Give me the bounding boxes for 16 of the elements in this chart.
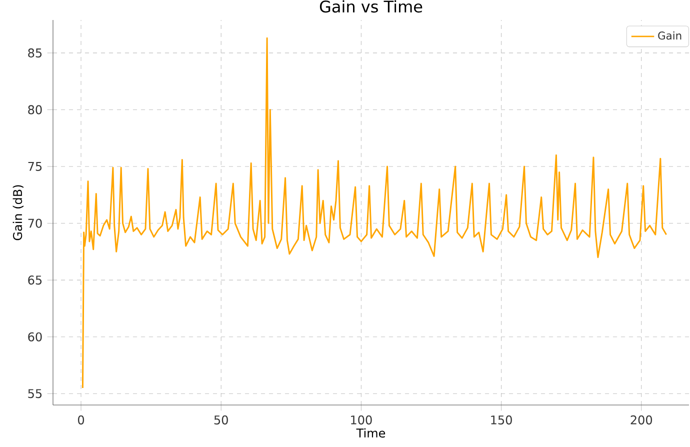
y-tick-label: 55 xyxy=(28,389,42,398)
x-tick-label: 50 xyxy=(214,415,228,424)
x-axis-title: Time xyxy=(356,428,386,438)
y-tick-label: 80 xyxy=(28,105,42,114)
chart-title: Gain vs Time xyxy=(320,0,422,13)
y-tick-label: 85 xyxy=(28,48,42,58)
x-tick-label: 200 xyxy=(630,415,652,424)
y-axis-title: Gain (dB) xyxy=(12,185,24,240)
y-tick-label: 70 xyxy=(28,218,42,228)
y-tick-label: 60 xyxy=(28,332,42,342)
x-tick-label: 150 xyxy=(491,415,512,424)
y-tick-label: 65 xyxy=(28,276,42,285)
y-tick-label: 75 xyxy=(28,162,42,171)
x-tick-label: 0 xyxy=(78,415,84,424)
x-tick-label: 100 xyxy=(351,415,372,424)
legend-label: Gain xyxy=(658,31,682,40)
